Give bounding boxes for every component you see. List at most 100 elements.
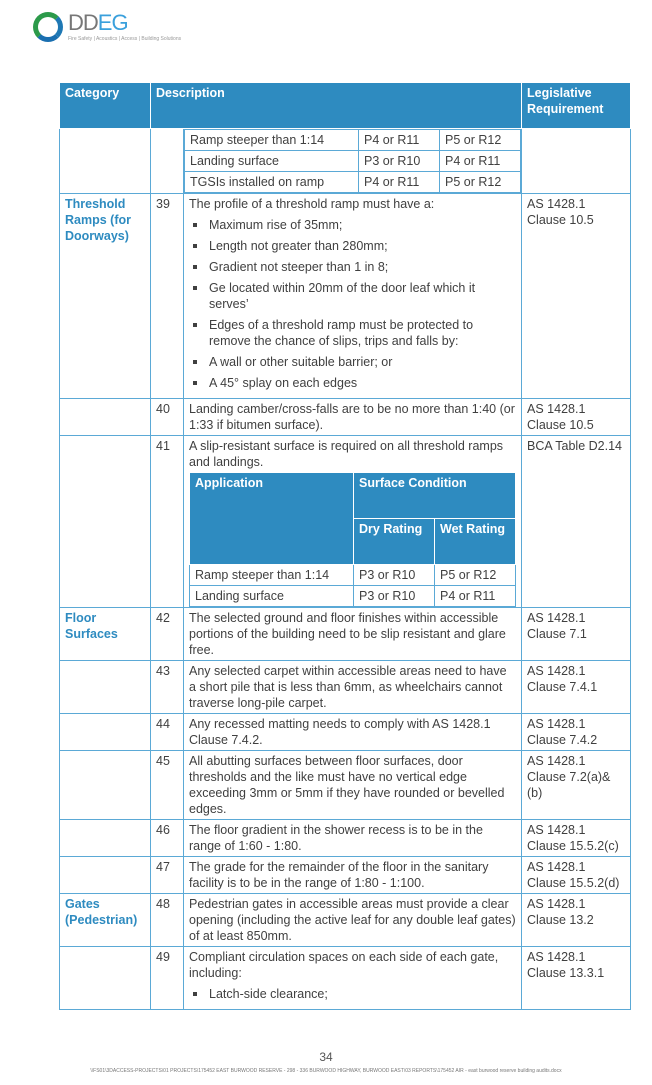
sub-header-surface-condition: Surface Condition — [353, 472, 517, 519]
header-legislative: Legislative Requirement — [521, 82, 632, 129]
category-cell: Floor Surfaces — [59, 607, 151, 661]
slip-rating-table-continued: Ramp steeper than 1:14 P4 or R11 P5 or R12… — [183, 129, 522, 193]
header-category: Category — [59, 82, 151, 129]
sub-table-cell: P4 or R11 — [358, 129, 441, 151]
legislative-cell: AS 1428.1 Clause 10.5 — [521, 398, 632, 436]
description-cell: A slip-resistant surface is required on … — [182, 435, 523, 608]
category-cell — [59, 660, 151, 714]
sub-table-cell: Landing surface — [188, 585, 355, 607]
description-text: A slip-resistant surface is required on … — [189, 439, 504, 469]
sub-table-cell: P5 or R12 — [434, 564, 517, 586]
logo-name-a: DD — [68, 10, 99, 35]
page-content: Category Description Legislative Require… — [59, 82, 632, 1010]
item-number: 46 — [150, 819, 184, 857]
item-number: 45 — [150, 750, 184, 820]
sub-header-wet: Wet Rating — [434, 518, 517, 565]
category-cell: Threshold Ramps (for Doorways) — [59, 193, 151, 399]
sub-table-cell: P4 or R11 — [358, 171, 441, 193]
description-text: The selected ground and floor finishes w… — [189, 611, 506, 657]
description-cell: Compliant circulation spaces on each sid… — [182, 946, 523, 1010]
sub-table-cell: Ramp steeper than 1:14 — [188, 564, 355, 586]
legislative-cell: AS 1428.1 Clause 7.2(a)&(b) — [521, 750, 632, 820]
description-cell: Any recessed matting needs to comply wit… — [182, 713, 523, 751]
file-path: \\FS01\3DACCESS-PROJECTS\01 PROJECTS\175… — [90, 1068, 562, 1074]
company-logo: DDEG Fire Safety | Acoustics | Access | … — [33, 10, 181, 43]
table-row: 43 Any selected carpet within accessible … — [59, 660, 632, 714]
legislative-cell: AS 1428.1 Clause 15.5.2(c) — [521, 819, 632, 857]
description-cell: The floor gradient in the shower recess … — [182, 819, 523, 857]
sub-table-row: Ramp steeper than 1:14 P3 or R10 P5 or R12 — [188, 564, 517, 586]
category-cell — [59, 946, 151, 1010]
item-number: 48 — [150, 893, 184, 947]
legislative-cell: AS 1428.1 Clause 15.5.2(d) — [521, 856, 632, 894]
sub-table-cell: Ramp steeper than 1:14 — [183, 129, 360, 151]
item-number: 39 — [150, 193, 184, 399]
table-row: 40 Landing camber/cross-falls are to be n… — [59, 398, 632, 436]
description-text: All abutting surfaces between floor surf… — [189, 754, 505, 816]
description-text: Pedestrian gates in accessible areas mus… — [189, 897, 516, 943]
category-cell — [59, 750, 151, 820]
sub-table-cell: P3 or R10 — [358, 150, 441, 172]
category-cell — [59, 819, 151, 857]
item-number: 42 — [150, 607, 184, 661]
logo-ring-icon — [33, 11, 63, 42]
table-row: 46 The floor gradient in the shower reces… — [59, 819, 632, 857]
description-text: The floor gradient in the shower recess … — [189, 823, 483, 853]
description-text: Any selected carpet within accessible ar… — [189, 664, 507, 710]
description-cell: Pedestrian gates in accessible areas mus… — [182, 893, 523, 947]
requirements-table: Category Description Legislative Require… — [59, 82, 632, 1010]
category-cell — [59, 713, 151, 751]
bullet-item: A 45° splay on each edges — [192, 375, 516, 391]
sub-table-row: TGSIs installed on ramp P4 or R11 P5 or R1… — [183, 171, 522, 193]
table-row: 45 All abutting surfaces between floor su… — [59, 750, 632, 820]
sub-table-cell: P4 or R11 — [434, 585, 517, 607]
bullet-item: Ge located within 20mm of the door leaf … — [192, 280, 516, 312]
legislative-cell: AS 1428.1 Clause 13.2 — [521, 893, 632, 947]
description-cell: The profile of a threshold ramp must hav… — [182, 193, 523, 399]
table-row: 41 A slip-resistant surface is required o… — [59, 435, 632, 608]
bullet-item: A wall or other suitable barrier; or — [192, 354, 516, 370]
sub-table-cell: P3 or R10 — [353, 564, 436, 586]
description-cell: The selected ground and floor finishes w… — [182, 607, 523, 661]
sub-table-cell: P5 or R12 — [439, 171, 522, 193]
legislative-cell: AS 1428.1 Clause 13.3.1 — [521, 946, 632, 1010]
table-row: Floor Surfaces 42 The selected ground and … — [59, 607, 632, 661]
sub-table-cell: P3 or R10 — [353, 585, 436, 607]
bullet-item: Latch-side clearance; — [192, 986, 516, 1002]
sub-table-cell: P5 or R12 — [439, 129, 522, 151]
sub-header-dry: Dry Rating — [353, 518, 436, 565]
item-number: 44 — [150, 713, 184, 751]
legislative-cell: AS 1428.1 Clause 10.5 — [521, 193, 632, 399]
legislative-cell: AS 1428.1 Clause 7.4.2 — [521, 713, 632, 751]
description-cell: The grade for the remainder of the floor… — [182, 856, 523, 894]
table-row: Gates (Pedestrian) 48 Pedestrian gates in … — [59, 893, 632, 947]
sub-table-row: Landing surface P3 or R10 P4 or R11 — [183, 150, 522, 172]
item-number: 43 — [150, 660, 184, 714]
table-row: 49 Compliant circulation spaces on each s… — [59, 946, 632, 1010]
description-cell: Any selected carpet within accessible ar… — [182, 660, 523, 714]
bullet-item: Edges of a threshold ramp must be protec… — [192, 317, 516, 349]
sub-table-row: Ramp steeper than 1:14 P4 or R11 P5 or R12 — [183, 129, 522, 151]
description-cell: All abutting surfaces between floor surf… — [182, 750, 523, 820]
description-text: The profile of a threshold ramp must hav… — [189, 197, 435, 211]
description-cell: Landing camber/cross-falls are to be no … — [182, 398, 523, 436]
bullet-list: Latch-side clearance; — [189, 986, 516, 1002]
legislative-cell: AS 1428.1 Clause 7.4.1 — [521, 660, 632, 714]
slip-rating-table: Application Surface Condition Dry Rating We… — [188, 472, 517, 607]
sub-table-row: Landing surface P3 or R10 P4 or R11 — [188, 585, 517, 607]
category-cell — [59, 856, 151, 894]
logo-tagline: Fire Safety | Acoustics | Access | Build… — [68, 36, 182, 42]
header-description: Description — [149, 82, 523, 129]
page-number: 34 — [319, 1050, 333, 1064]
bullet-item: Maximum rise of 35mm; — [192, 217, 516, 233]
logo-name-b: EG — [97, 10, 129, 35]
bullet-item: Length not greater than 280mm; — [192, 238, 516, 254]
bullet-item: Gradient not steeper than 1 in 8; — [192, 259, 516, 275]
sub-header-application: Application — [188, 472, 355, 565]
category-cell: Gates (Pedestrian) — [59, 893, 151, 947]
sub-table-cell: Landing surface — [183, 150, 360, 172]
sub-table-cell: TGSIs installed on ramp — [183, 171, 360, 193]
page-footer: 34 \\FS01\3DACCESS-PROJECTS\01 PROJECTS\… — [0, 1050, 652, 1085]
description-text: The grade for the remainder of the floor… — [189, 860, 489, 890]
category-cell — [59, 435, 151, 608]
